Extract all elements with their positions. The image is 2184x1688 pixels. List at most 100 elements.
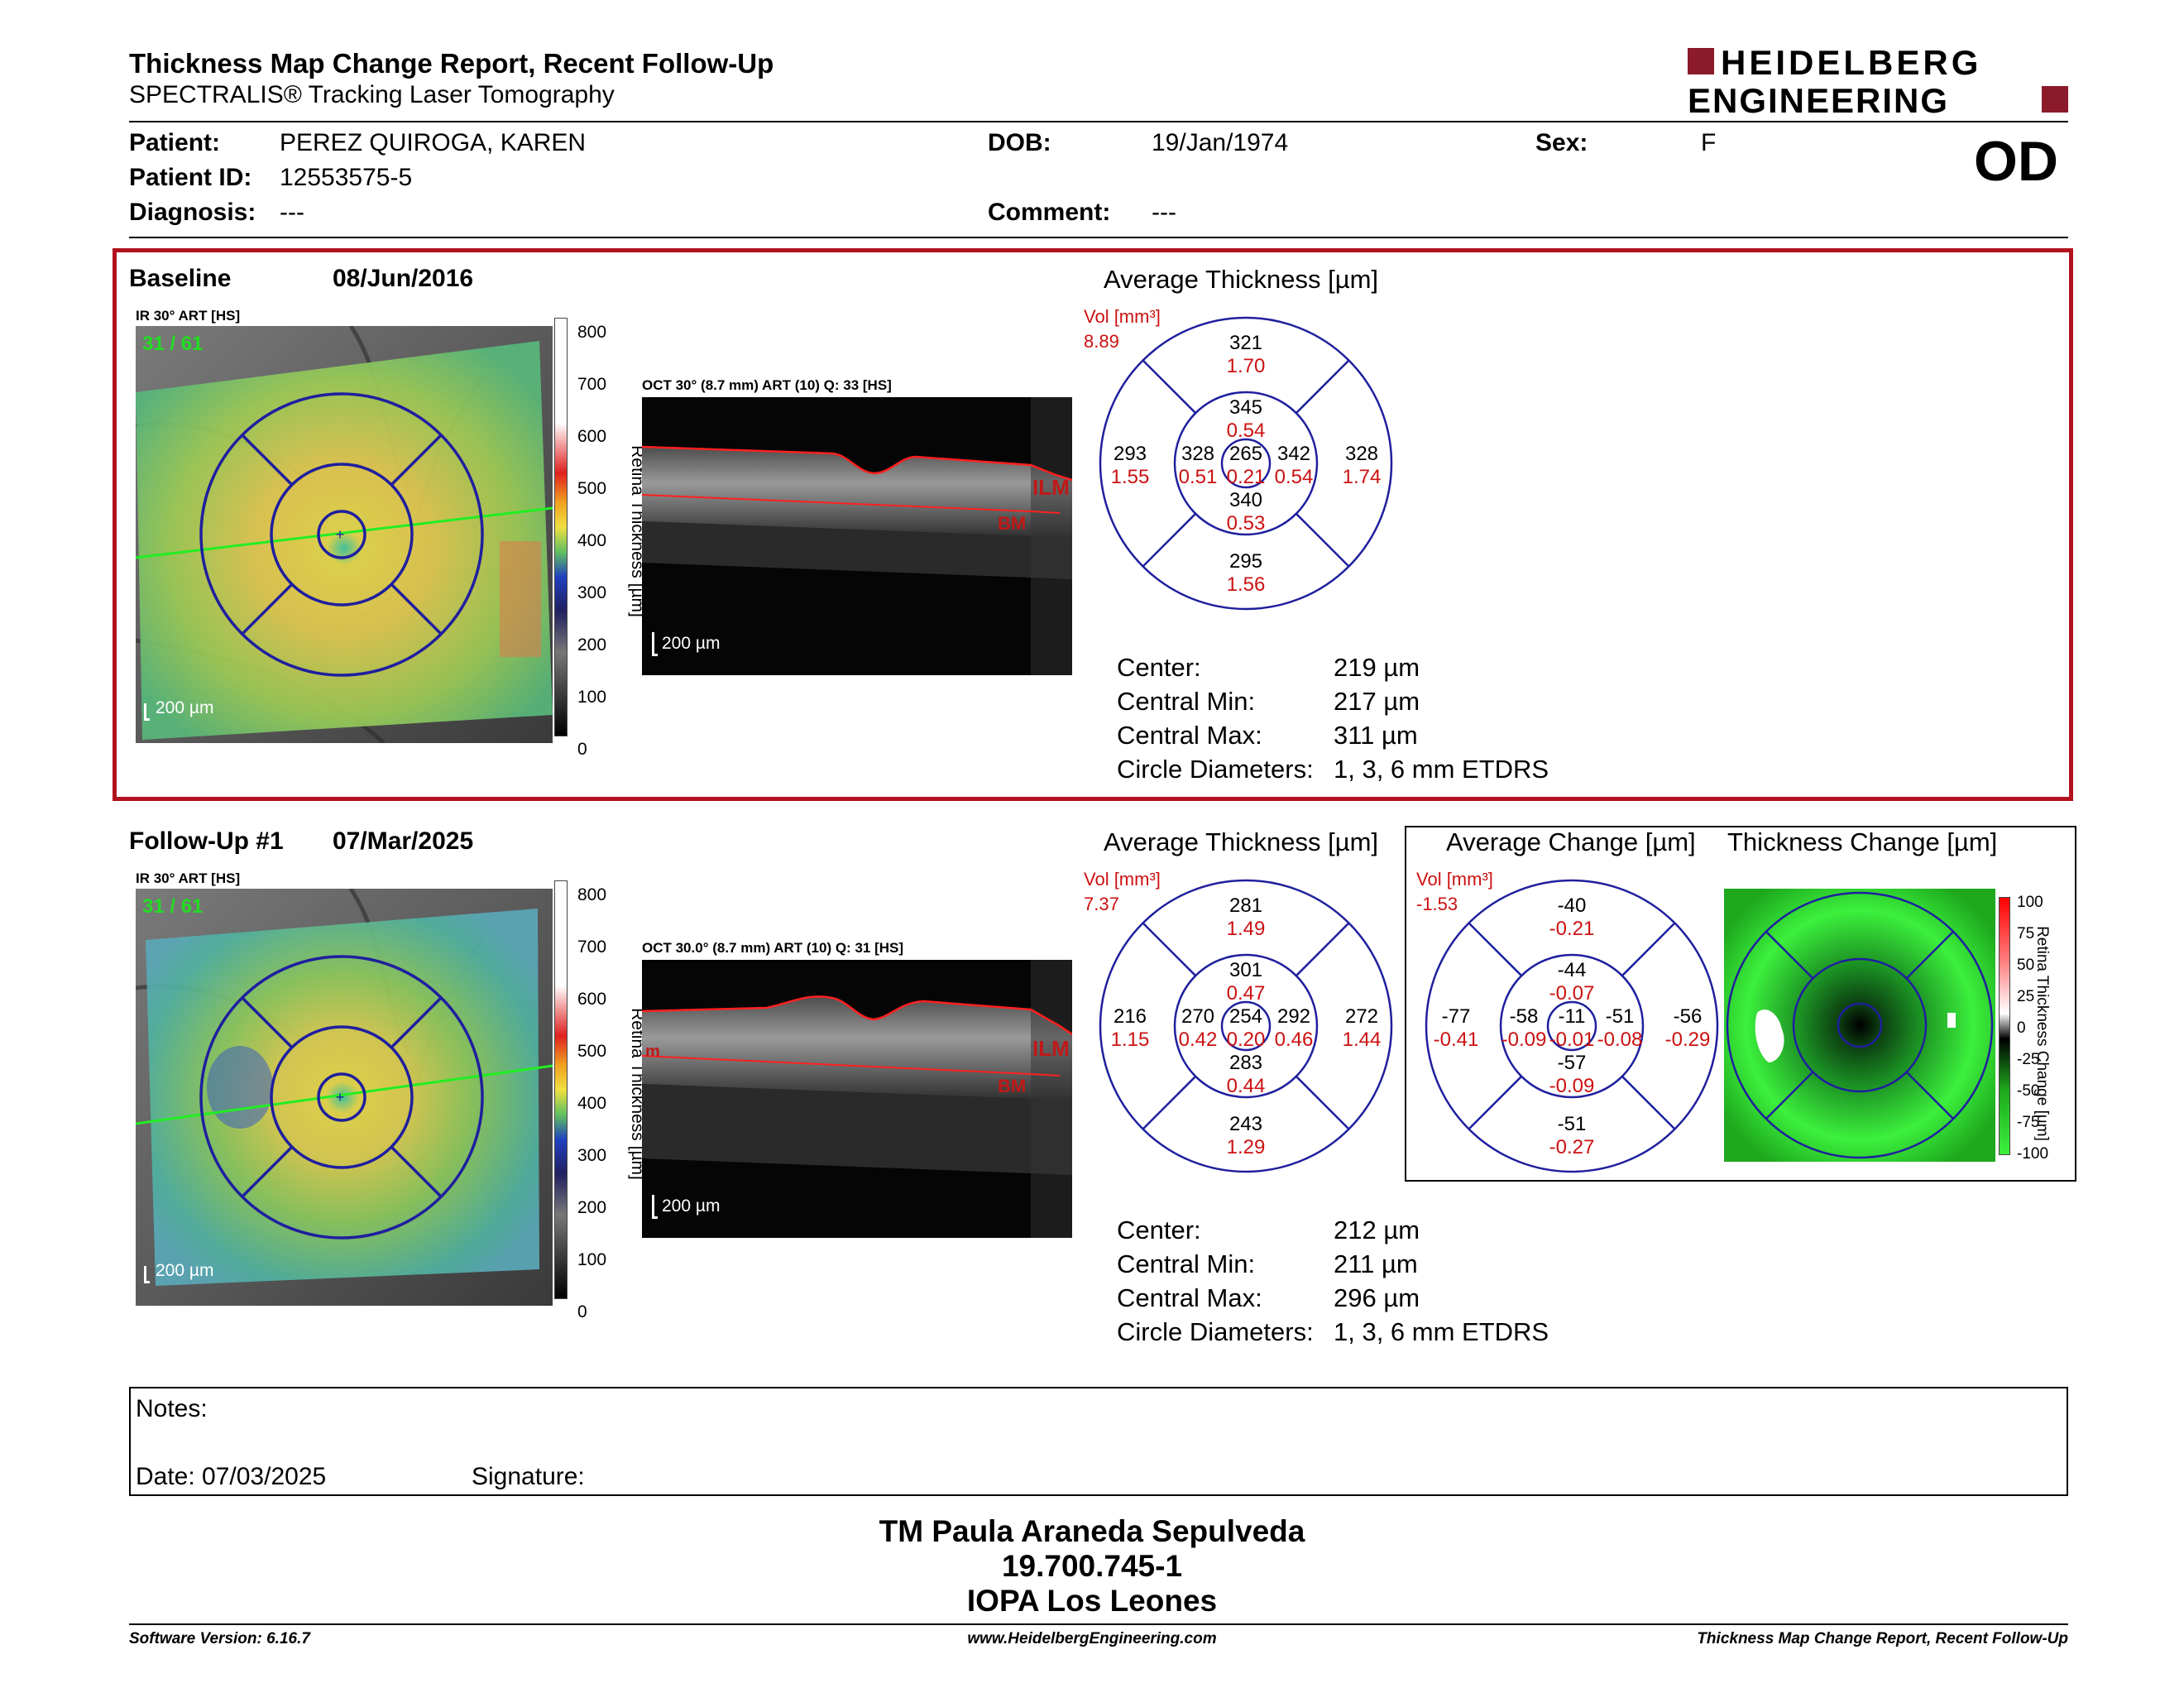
change-panel (1405, 826, 2076, 1182)
footer-report-name: Thickness Map Change Report, Recent Foll… (1697, 1630, 2068, 1647)
report-subtitle: SPECTRALIS® Tracking Laser Tomography (129, 81, 615, 108)
technician-id: 19.700.745-1 (1001, 1549, 1183, 1583)
svg-text:+: + (336, 526, 345, 543)
institution-name: IOPA Los Leones (966, 1584, 1218, 1618)
baseline-oct-bscan[interactable]: ILM BM 200 µm (641, 397, 1073, 675)
baseline-etdrs-center-volume: 0.21 (1227, 466, 1266, 488)
change-etdrs-inner_sup-value: -44 (1558, 959, 1587, 981)
baseline-etdrs-inner_inf-value: 340 (1229, 489, 1262, 511)
baseline-etdrs-inner_tmp-volume: 0.51 (1179, 466, 1218, 488)
dob-value: 19/Jan/1974 (1152, 129, 1289, 156)
followup-ir-scale-label: 200 µm (156, 1261, 214, 1280)
notes-box[interactable] (129, 1387, 2068, 1496)
baseline-oct-image (641, 397, 1073, 675)
footer-divider (129, 1623, 2068, 1625)
baseline-fundus-image: + (135, 324, 553, 745)
followup-etdrs-inner_sup-value: 301 (1229, 959, 1262, 981)
followup-oct-title: OCT 30.0° (8.7 mm) ART (10) Q: 31 [HS] (642, 940, 904, 956)
followup-etdrs-inner_tmp-volume: 0.42 (1179, 1029, 1218, 1051)
comment-value: --- (1152, 199, 1176, 226)
followup-oct-scale-label: 200 µm (662, 1196, 721, 1216)
followup-etdrs-outer_nas-value: 272 (1345, 1005, 1378, 1028)
notes-label: Notes: (136, 1395, 208, 1422)
baseline-oct-title: OCT 30° (8.7 mm) ART (10) Q: 33 [HS] (642, 377, 892, 393)
thickness-change-map[interactable] (1724, 889, 1995, 1162)
change-avg-title: Average Change [µm] (1446, 827, 1696, 856)
followup-etdrs-inner_nas-volume: 0.46 (1275, 1029, 1314, 1051)
baseline-etdrs-inner_inf-volume: 0.53 (1227, 512, 1266, 535)
baseline-etdrs-outer_sup-volume: 1.70 (1227, 355, 1266, 377)
baseline-ir-title: IR 30° ART [HS] (136, 308, 241, 324)
change-etdrs-center-value: -11 (1559, 1005, 1586, 1028)
baseline-vol-label: Vol [mm³] (1084, 306, 1161, 327)
baseline-avg-title: Average Thickness [µm] (1104, 265, 1379, 294)
patient-label: Patient: (129, 129, 221, 156)
followup-ir-scalebar (144, 1266, 150, 1283)
baseline-etdrs-inner_nas-volume: 0.54 (1275, 466, 1314, 488)
followup-etdrs-outer_tmp-volume: 1.15 (1111, 1029, 1150, 1051)
change-etdrs-divider-2 (1468, 1075, 1523, 1130)
followup-etdrs-center-value: 254 (1229, 1005, 1262, 1028)
followup-etdrs-ring-2 (1220, 1000, 1272, 1052)
followup-etdrs-outer_sup-volume: 1.49 (1227, 918, 1266, 940)
baseline-etdrs-outer_sup-value: 321 (1229, 332, 1262, 354)
baseline-date: 08/Jun/2016 (333, 265, 474, 292)
followup-oct-bscan[interactable]: m ILM BM 200 µm (641, 960, 1073, 1238)
baseline-frame (113, 248, 2073, 801)
notes-date: Date: 07/03/2025 (136, 1463, 327, 1490)
svg-text:ENGINEERING: ENGINEERING (1688, 81, 1949, 117)
baseline-etdrs-outer_nas-value: 328 (1345, 443, 1378, 465)
change-etdrs-inner_nas-value: -51 (1606, 1005, 1635, 1028)
baseline-etdrs-ring-2 (1220, 438, 1272, 489)
followup-stats-values: 212 µm 211 µm 296 µm 1, 3, 6 mm ETDRS (1334, 1216, 1549, 1346)
followup-thickness-map[interactable]: + 31 / 61 200 µm (135, 887, 553, 1306)
change-etdrs-grid: -11 -0.01 -44 -0.07 -57 -0.09 -58 -0.09 -51 -0.08… (1423, 877, 1721, 1175)
followup-etdrs-grid: 254 0.20 301 0.47 283 0.44 270 0.42 292 0.46 281 1.… (1097, 877, 1395, 1175)
report-title: Thickness Map Change Report, Recent Foll… (129, 48, 774, 79)
change-etdrs-outer_tmp-value: -77 (1442, 1005, 1471, 1028)
baseline-etdrs-svg: 2650.213450.543400.533280.513420.543211.… (1099, 316, 1393, 611)
baseline-ir-counter: 31 / 61 (142, 333, 204, 355)
followup-etdrs-outer_tmp-value: 216 (1114, 1005, 1147, 1028)
baseline-etdrs-inner_sup-value: 345 (1229, 396, 1262, 419)
baseline-etdrs-outer_nas-volume: 1.74 (1343, 466, 1382, 488)
baseline-vol-value: 8.89 (1084, 331, 1119, 352)
change-etdrs-outer_nas-volume: -0.29 (1665, 1029, 1711, 1051)
footer-website[interactable]: www.HeidelbergEngineering.com (967, 1630, 1217, 1647)
baseline-thickness-map[interactable]: + 31 / 61 200 µm (135, 324, 553, 745)
followup-etdrs-outer_sup-value: 281 (1229, 894, 1262, 917)
change-etdrs-inner_inf-value: -57 (1558, 1052, 1587, 1074)
change-etdrs-outer_inf-volume: -0.27 (1549, 1136, 1595, 1158)
baseline-bm-label: BM (998, 513, 1027, 534)
baseline-label: Baseline (129, 265, 232, 292)
baseline-ir-scale-label: 200 µm (156, 698, 214, 717)
followup-etdrs-inner_tmp-value: 270 (1181, 1005, 1214, 1028)
change-etdrs-outer_sup-value: -40 (1558, 894, 1587, 917)
change-colorbar (1999, 897, 2010, 1155)
followup-vol-label: Vol [mm³] (1084, 869, 1161, 890)
change-etdrs-inner_nas-volume: -0.08 (1597, 1029, 1643, 1051)
change-vol-label: Vol [mm³] (1416, 869, 1493, 890)
baseline-stats-labels: Center: Central Min: Central Max: Circle Di… (1117, 653, 1314, 784)
followup-colorbar-ticks: 800 700 600 500 400 300 200 100 0 (577, 885, 607, 1321)
change-etdrs-inner_tmp-volume: -0.09 (1502, 1029, 1547, 1051)
followup-ir-title: IR 30° ART [HS] (136, 870, 241, 886)
technician-name: TM Paula Araneda Sepulveda (879, 1514, 1305, 1548)
change-etdrs-inner_inf-volume: -0.09 (1549, 1075, 1595, 1097)
followup-etdrs-ring-0 (1099, 879, 1393, 1173)
change-map-title: Thickness Change [µm] (1727, 827, 1998, 856)
baseline-etdrs-outer_inf-value: 295 (1229, 550, 1262, 573)
baseline-colorbar (554, 318, 568, 736)
change-etdrs-divider-1 (1621, 922, 1676, 977)
followup-etdrs-divider-1 (1295, 922, 1350, 977)
followup-etdrs-divider-0 (1295, 1075, 1350, 1130)
baseline-etdrs-ring-0 (1099, 316, 1393, 611)
baseline-etdrs-grid: 265 0.21 345 0.54 340 0.53 328 0.51 342 0.54 321 1.… (1097, 314, 1395, 612)
signature-label: Signature: (472, 1463, 585, 1490)
diagnosis-label: Diagnosis: (129, 199, 256, 226)
change-etdrs-ring-2 (1546, 1000, 1597, 1052)
baseline-etdrs-ring-1 (1173, 391, 1319, 536)
patient-name: PEREZ QUIROGA, KAREN (280, 129, 587, 156)
baseline-etdrs-divider-2 (1142, 512, 1197, 568)
heidelberg-logo-graphic: HEIDELBERG ENGINEERING (1688, 43, 2068, 120)
